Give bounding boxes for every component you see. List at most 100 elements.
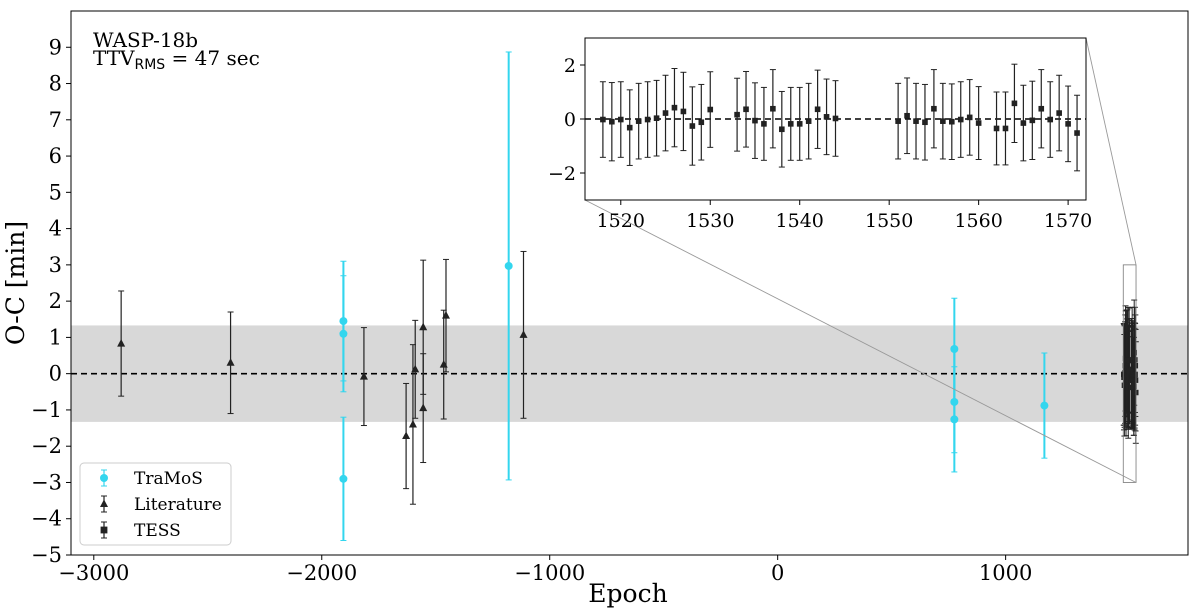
point-literature-9 <box>441 311 450 319</box>
inset-point-4 <box>635 118 642 124</box>
legend-marker-literature <box>100 499 108 507</box>
inset-point-6 <box>653 115 660 121</box>
series-tramos <box>339 51 1049 541</box>
point-literature-6 <box>419 322 428 331</box>
inset-point-34 <box>975 120 982 126</box>
inset-point-29 <box>931 105 937 112</box>
inset-point-28 <box>922 119 928 126</box>
series-tess <box>1120 299 1139 444</box>
point-literature-7 <box>419 403 428 412</box>
inset-x-tick-label-4: 1560 <box>954 210 1002 232</box>
inset-y-tick-label-2: 2 <box>564 55 576 77</box>
inset-point-2 <box>617 116 624 123</box>
inset-point-42 <box>1056 110 1062 116</box>
legend-label-tess: TESS <box>134 521 181 541</box>
connector-bottom <box>584 199 1137 483</box>
inset-x-tick-label-5: 1570 <box>1044 210 1092 232</box>
inset-point-21 <box>805 118 812 124</box>
y-tick-label-0: −5 <box>31 543 62 567</box>
point-tramos-3 <box>504 261 513 270</box>
y-tick-label-3: −2 <box>31 434 62 458</box>
inset-x-tick-label-0: 1520 <box>597 210 645 232</box>
inset-point-32 <box>957 116 964 123</box>
inset-point-44 <box>1074 130 1080 136</box>
y-tick-label-12: 7 <box>49 108 62 132</box>
inset-point-23 <box>823 114 830 120</box>
inset-point-19 <box>787 121 794 127</box>
y-tick-label-2: −3 <box>31 470 62 494</box>
inset-point-30 <box>940 118 946 124</box>
y-tick-label-10: 5 <box>49 180 62 204</box>
x-tick-label-0: −3000 <box>58 561 129 585</box>
inset-point-41 <box>1047 116 1054 123</box>
inset-series-tess <box>599 63 1081 172</box>
legend-marker-tess <box>100 526 108 534</box>
point-literature-1 <box>226 358 235 366</box>
point-literature-3 <box>402 431 411 440</box>
inset-point-14 <box>743 106 749 113</box>
inset-point-33 <box>966 114 973 121</box>
inset-point-24 <box>832 115 839 122</box>
x-tick-label-2: −1000 <box>514 561 585 585</box>
inset-point-40 <box>1038 105 1045 112</box>
ttv-subscript: RMS <box>135 57 166 73</box>
x-tick-label-1: −2000 <box>286 561 357 585</box>
ttv-prefix: TTV <box>93 46 135 70</box>
inset-point-11 <box>698 119 705 126</box>
inset-point-38 <box>1020 120 1027 126</box>
inset-point-16 <box>761 121 767 127</box>
point-literature-4 <box>408 419 417 428</box>
legend-box <box>79 462 232 546</box>
inset-point-9 <box>680 108 687 115</box>
y-tick-label-9: 4 <box>49 217 62 241</box>
x-tick-label-4: 1000 <box>979 561 1032 585</box>
inset-point-37 <box>1011 100 1018 107</box>
point-tramos-6 <box>950 415 959 424</box>
inset-point-25 <box>895 118 901 124</box>
x-tick-label-3: 0 <box>771 561 784 585</box>
inset-point-10 <box>689 123 696 129</box>
point-literature-10 <box>519 330 528 338</box>
inset-x-tick-label-2: 1540 <box>776 210 824 232</box>
legend-marker-tramos <box>100 474 108 482</box>
x-axis-title: Epoch <box>588 579 667 608</box>
point-tramos-1 <box>339 329 348 338</box>
inset-point-27 <box>913 118 919 124</box>
inset-point-43 <box>1065 121 1071 127</box>
ttv-value: = 47 sec <box>165 46 260 70</box>
inset-point-8 <box>671 104 678 111</box>
inset-point-15 <box>752 117 758 124</box>
inset-point-22 <box>814 106 821 113</box>
inset-point-20 <box>796 121 803 127</box>
y-tick-label-13: 8 <box>49 72 62 96</box>
y-tick-label-11: 6 <box>49 144 62 168</box>
y-axis-title: O-C [min] <box>1 221 30 345</box>
inset-y-tick-label-0: −2 <box>548 163 576 185</box>
inset-point-36 <box>1002 125 1009 132</box>
inset-point-1 <box>609 118 615 125</box>
y-tick-label-14: 9 <box>49 35 62 59</box>
ttv-annotation: TTVRMS = 47 sec <box>93 46 260 73</box>
y-tick-label-5: 0 <box>49 362 62 386</box>
inset-point-12 <box>707 106 714 113</box>
inset-point-26 <box>904 112 910 119</box>
point-literature-2 <box>359 371 368 380</box>
point-literature-0 <box>117 338 126 347</box>
y-tick-label-7: 2 <box>49 289 62 313</box>
legend-label-tramos: TraMoS <box>134 469 203 489</box>
connector-top <box>1085 37 1137 265</box>
inset-point-39 <box>1029 117 1036 124</box>
inset-x-tick-label-3: 1550 <box>865 210 913 232</box>
inset-plot: 1520 1530 1540 1550 1560 1570 −2 0 2 <box>548 37 1137 483</box>
legend-markers <box>100 469 108 539</box>
planet-annotation: WASP-18b <box>93 28 198 52</box>
plot-frame <box>70 10 1189 556</box>
point-tess-24 <box>1126 370 1133 376</box>
zoom-region-box <box>1122 264 1137 483</box>
legend: TraMoS Literature TESS <box>79 462 232 546</box>
y-tick-label-4: −1 <box>31 398 62 422</box>
y-tick-label-6: 1 <box>49 325 62 349</box>
series-literature <box>117 250 528 505</box>
inset-point-0 <box>600 116 606 123</box>
